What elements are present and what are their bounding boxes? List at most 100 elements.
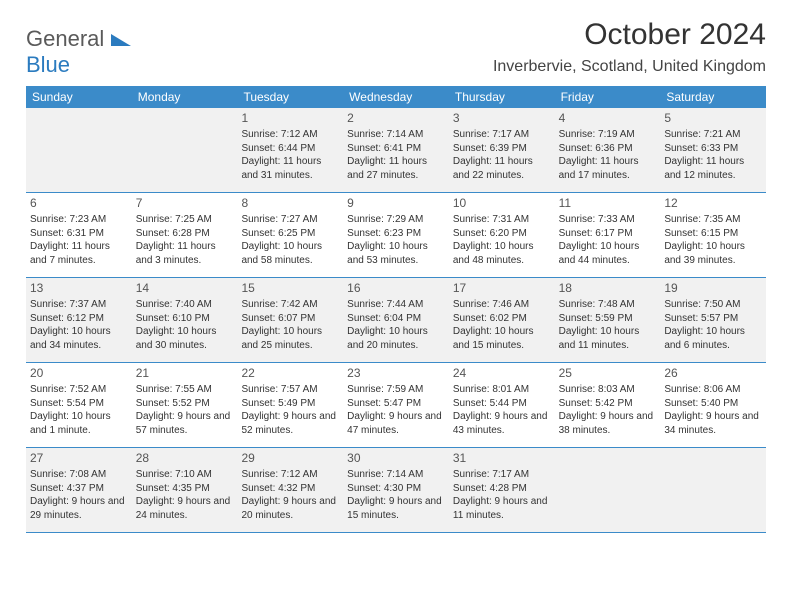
day-cell: 23Sunrise: 7:59 AMSunset: 5:47 PMDayligh… <box>343 363 449 447</box>
daylight-text: Daylight: 10 hours and 20 minutes. <box>347 325 445 352</box>
day-header: Thursday <box>449 86 555 108</box>
day-number: 25 <box>559 365 657 381</box>
sunset-text: Sunset: 6:07 PM <box>241 312 339 326</box>
sunset-text: Sunset: 6:02 PM <box>453 312 551 326</box>
day-number: 20 <box>30 365 128 381</box>
day-cell: 12 Sunrise: 7:35 AMSunset: 6:15 PMDayligh… <box>660 193 766 277</box>
day-cell: 18Sunrise: 7:48 AMSunset: 5:59 PMDayligh… <box>555 278 661 362</box>
logo-text-block: General Blue <box>26 26 131 78</box>
sunrise-text: Sunrise: 7:35 AM <box>664 213 762 227</box>
day-number: 11 <box>559 195 657 211</box>
daylight-text: Daylight: 10 hours and 30 minutes. <box>136 325 234 352</box>
daylight-text: Daylight: 10 hours and 34 minutes. <box>30 325 128 352</box>
sunrise-text: Sunrise: 8:06 AM <box>664 383 762 397</box>
sunrise-text: Sunrise: 7:40 AM <box>136 298 234 312</box>
sunset-text: Sunset: 6:20 PM <box>453 227 551 241</box>
day-number: 5 <box>664 110 762 126</box>
day-cell: 14Sunrise: 7:40 AMSunset: 6:10 PMDayligh… <box>132 278 238 362</box>
daylight-text: Daylight: 11 hours and 3 minutes. <box>136 240 234 267</box>
day-number: 9 <box>347 195 445 211</box>
daylight-text: Daylight: 9 hours and 38 minutes. <box>559 410 657 437</box>
day-number: 2 <box>347 110 445 126</box>
day-number: 8 <box>241 195 339 211</box>
sunset-text: Sunset: 6:36 PM <box>559 142 657 156</box>
day-number: 13 <box>30 280 128 296</box>
sunrise-text: Sunrise: 7:37 AM <box>30 298 128 312</box>
day-cell: 28Sunrise: 7:10 AMSunset: 4:35 PMDayligh… <box>132 448 238 532</box>
sunset-text: Sunset: 5:57 PM <box>664 312 762 326</box>
calendar: SundayMondayTuesdayWednesdayThursdayFrid… <box>26 86 766 533</box>
day-cell: 6Sunrise: 7:23 AMSunset: 6:31 PMDaylight… <box>26 193 132 277</box>
week-row: 1Sunrise: 7:12 AMSunset: 6:44 PMDaylight… <box>26 108 766 193</box>
sunrise-text: Sunrise: 7:55 AM <box>136 383 234 397</box>
day-number: 28 <box>136 450 234 466</box>
sunset-text: Sunset: 6:15 PM <box>664 227 762 241</box>
day-cell: 25Sunrise: 8:03 AMSunset: 5:42 PMDayligh… <box>555 363 661 447</box>
title-block: October 2024 Inverbervie, Scotland, Unit… <box>493 18 766 76</box>
week-row: 20Sunrise: 7:52 AMSunset: 5:54 PMDayligh… <box>26 363 766 448</box>
week-row: 27Sunrise: 7:08 AMSunset: 4:37 PMDayligh… <box>26 448 766 533</box>
day-number: 16 <box>347 280 445 296</box>
daylight-text: Daylight: 9 hours and 24 minutes. <box>136 495 234 522</box>
sunrise-text: Sunrise: 7:23 AM <box>30 213 128 227</box>
daylight-text: Daylight: 9 hours and 15 minutes. <box>347 495 445 522</box>
day-cell: 17Sunrise: 7:46 AMSunset: 6:02 PMDayligh… <box>449 278 555 362</box>
day-number: 27 <box>30 450 128 466</box>
day-number: 14 <box>136 280 234 296</box>
week-row: 6Sunrise: 7:23 AMSunset: 6:31 PMDaylight… <box>26 193 766 278</box>
day-cell: 31Sunrise: 7:17 AMSunset: 4:28 PMDayligh… <box>449 448 555 532</box>
day-cell <box>555 448 661 532</box>
daylight-text: Daylight: 10 hours and 58 minutes. <box>241 240 339 267</box>
day-cell: 29Sunrise: 7:12 AMSunset: 4:32 PMDayligh… <box>237 448 343 532</box>
daylight-text: Daylight: 9 hours and 47 minutes. <box>347 410 445 437</box>
sunrise-text: Sunrise: 7:27 AM <box>241 213 339 227</box>
sunset-text: Sunset: 4:28 PM <box>453 482 551 496</box>
sunset-text: Sunset: 5:49 PM <box>241 397 339 411</box>
sunset-text: Sunset: 5:47 PM <box>347 397 445 411</box>
daylight-text: Daylight: 10 hours and 53 minutes. <box>347 240 445 267</box>
sunrise-text: Sunrise: 7:42 AM <box>241 298 339 312</box>
day-number: 23 <box>347 365 445 381</box>
sunrise-text: Sunrise: 7:14 AM <box>347 468 445 482</box>
day-number: 21 <box>136 365 234 381</box>
day-cell: 7Sunrise: 7:25 AMSunset: 6:28 PMDaylight… <box>132 193 238 277</box>
day-number: 4 <box>559 110 657 126</box>
day-header: Saturday <box>660 86 766 108</box>
sunrise-text: Sunrise: 7:21 AM <box>664 128 762 142</box>
day-cell: 16Sunrise: 7:44 AMSunset: 6:04 PMDayligh… <box>343 278 449 362</box>
day-cell: 9Sunrise: 7:29 AMSunset: 6:23 PMDaylight… <box>343 193 449 277</box>
sunrise-text: Sunrise: 7:52 AM <box>30 383 128 397</box>
sunset-text: Sunset: 4:37 PM <box>30 482 128 496</box>
sunrise-text: Sunrise: 7:12 AM <box>241 468 339 482</box>
daylight-text: Daylight: 9 hours and 11 minutes. <box>453 495 551 522</box>
day-number: 17 <box>453 280 551 296</box>
day-number: 30 <box>347 450 445 466</box>
day-header: Tuesday <box>237 86 343 108</box>
day-cell: 5Sunrise: 7:21 AMSunset: 6:33 PMDaylight… <box>660 108 766 192</box>
day-cell <box>26 108 132 192</box>
day-cell <box>132 108 238 192</box>
day-cell <box>660 448 766 532</box>
sunset-text: Sunset: 6:23 PM <box>347 227 445 241</box>
daylight-text: Daylight: 9 hours and 20 minutes. <box>241 495 339 522</box>
logo-text-blue: Blue <box>26 52 70 77</box>
day-number: 12 <box>664 195 762 211</box>
daylight-text: Daylight: 10 hours and 39 minutes. <box>664 240 762 267</box>
daylight-text: Daylight: 11 hours and 7 minutes. <box>30 240 128 267</box>
day-cell: 3Sunrise: 7:17 AMSunset: 6:39 PMDaylight… <box>449 108 555 192</box>
sunset-text: Sunset: 5:42 PM <box>559 397 657 411</box>
day-number: 31 <box>453 450 551 466</box>
sunset-text: Sunset: 4:32 PM <box>241 482 339 496</box>
day-cell: 15Sunrise: 7:42 AMSunset: 6:07 PMDayligh… <box>237 278 343 362</box>
sunrise-text: Sunrise: 7:33 AM <box>559 213 657 227</box>
day-cell: 24Sunrise: 8:01 AMSunset: 5:44 PMDayligh… <box>449 363 555 447</box>
day-number: 15 <box>241 280 339 296</box>
day-cell: 20Sunrise: 7:52 AMSunset: 5:54 PMDayligh… <box>26 363 132 447</box>
sunset-text: Sunset: 6:31 PM <box>30 227 128 241</box>
day-cell: 4Sunrise: 7:19 AMSunset: 6:36 PMDaylight… <box>555 108 661 192</box>
day-cell: 10Sunrise: 7:31 AMSunset: 6:20 PMDayligh… <box>449 193 555 277</box>
sunset-text: Sunset: 6:33 PM <box>664 142 762 156</box>
sunrise-text: Sunrise: 7:14 AM <box>347 128 445 142</box>
header: General Blue October 2024 Inverbervie, S… <box>26 18 766 78</box>
day-cell: 27Sunrise: 7:08 AMSunset: 4:37 PMDayligh… <box>26 448 132 532</box>
